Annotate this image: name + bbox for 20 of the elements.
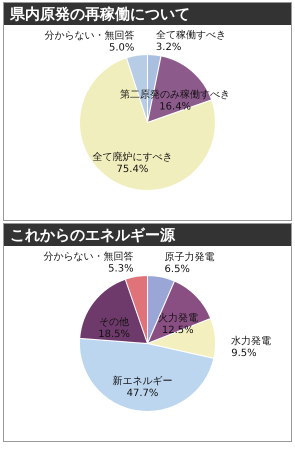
data-label: 6.5% bbox=[164, 264, 190, 276]
slice-label: 新エネルギー bbox=[112, 375, 172, 388]
data-label: 18.5% bbox=[98, 328, 130, 340]
data-label: 5.3% bbox=[108, 264, 134, 275]
chart-title: これからのエネルギー源 bbox=[4, 224, 291, 246]
slice-label: 原子力発電 bbox=[164, 251, 215, 264]
slice-label: 全て廃炉にすべき bbox=[92, 150, 172, 163]
slice-label: 全て稼働すべき bbox=[156, 28, 226, 41]
slice-label: その他 bbox=[99, 316, 130, 328]
data-label: 75.4% bbox=[116, 164, 148, 175]
data-label: 5.0% bbox=[108, 42, 134, 54]
data-label: 9.5% bbox=[231, 348, 257, 359]
slice-label: 火力発電 bbox=[158, 312, 198, 324]
data-label: 3.2% bbox=[156, 42, 182, 53]
slice-label: 分からない・無回答 bbox=[44, 250, 134, 263]
slice-label: 分からない・無回答 bbox=[44, 30, 134, 42]
data-label: 47.7% bbox=[126, 388, 158, 400]
chart-title: 県内原発の再稼働について bbox=[4, 3, 291, 25]
data-label: 16.4% bbox=[159, 102, 192, 113]
slice-label: 水力発電 bbox=[231, 334, 272, 347]
